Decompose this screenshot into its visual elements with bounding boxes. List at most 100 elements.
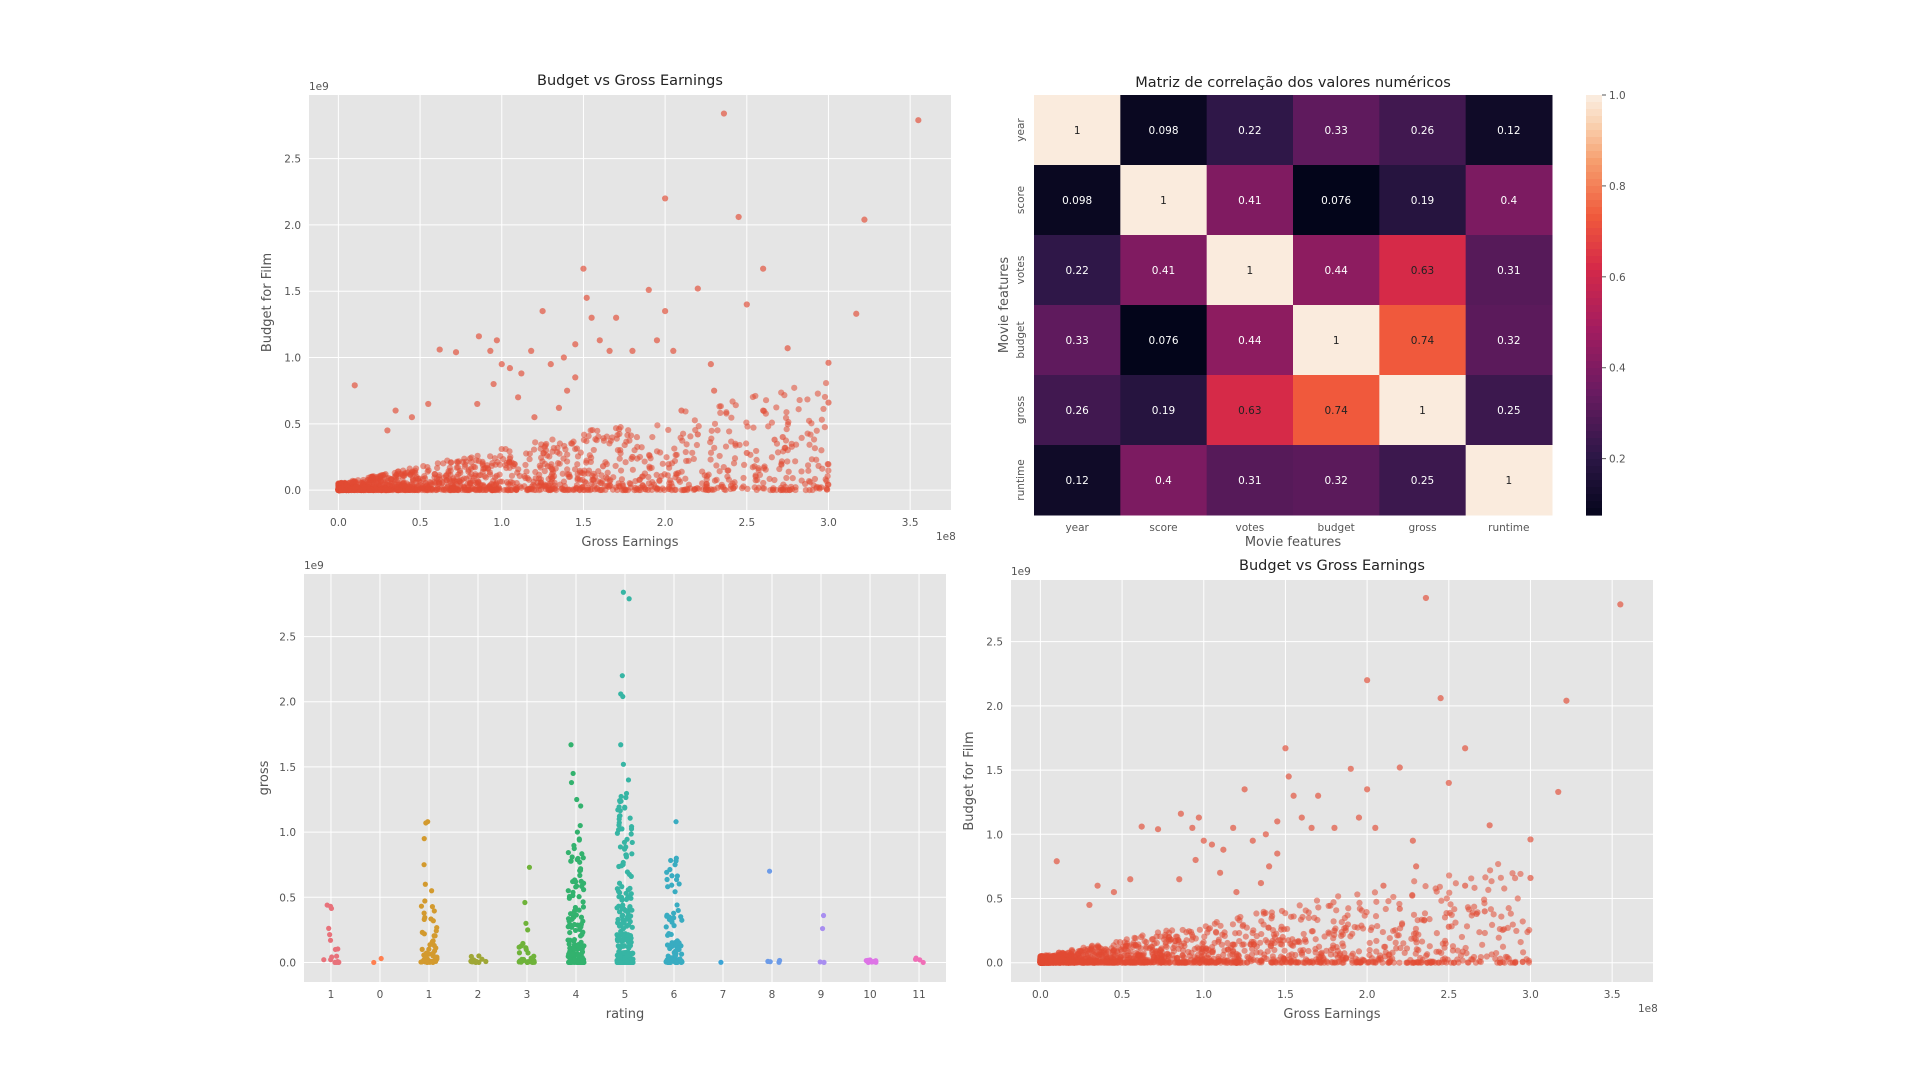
scatter-point [1413,863,1420,870]
y-axis-label: Budget for Film [260,253,275,352]
colorbar-segment [1586,158,1602,166]
colorbar-tick-label: 1.0 [1609,90,1626,102]
heatmap-cell [1293,305,1380,376]
scatter-point [1433,948,1440,955]
scatter-point [1059,950,1066,958]
scatter-point [545,486,553,494]
strip-point [580,899,586,905]
strip-point [622,804,628,810]
strip-point [614,886,620,892]
scatter-point [677,434,684,441]
scatter-point [349,478,356,486]
scatter-point [743,301,750,308]
strip-point [626,596,632,602]
scatter-point [1207,958,1214,965]
scatter-point [760,479,767,487]
y-tick-label: 0.5 [284,419,301,431]
scatter-point [1087,956,1094,964]
colorbar-segment [1586,501,1602,509]
strip-point [674,873,680,879]
scatter-point [1449,947,1457,954]
scatter-point [1409,837,1416,844]
scatter-point [654,422,661,429]
strip-point [326,925,332,931]
y-tick-label: 1.5 [986,765,1003,777]
scatter-point [1507,910,1514,917]
scatter-point [694,285,701,292]
scatter-point [725,476,733,483]
scatter-point [381,471,388,479]
strip-point [623,794,629,801]
scatter-point [1297,947,1304,954]
scatter-point [1104,958,1111,965]
scatter-point [784,345,791,352]
scatter-point [1077,954,1084,961]
scatter-point [730,485,737,492]
heatmap-cell-label: 0.12 [1065,475,1088,487]
strip-point [668,857,674,864]
scatter-point [1161,936,1168,943]
strip-point [332,946,338,953]
scatter-point [370,473,377,480]
strip-point [620,589,626,595]
colorbar-segment [1586,284,1602,292]
scatter-point [1315,904,1322,911]
scatter-point [436,346,443,353]
scatter-point [490,481,498,488]
scatter-points [335,110,922,494]
colorbar-tick-label: 0.8 [1609,181,1626,193]
scatter-point [408,414,416,421]
scatter-point [740,483,747,490]
strip-point [621,846,628,852]
colorbar-segment [1586,368,1602,376]
strip-point [912,956,919,962]
scatter-point [822,379,830,387]
heatmap-cell-label: 0.26 [1065,405,1089,417]
scatter-point [1617,601,1624,608]
strip-point [523,946,529,953]
scatter-point [1355,948,1363,955]
scatter-point [708,435,715,442]
scatter-point [755,467,762,474]
scatter-point [1298,814,1305,821]
colorbar-segment [1586,466,1602,474]
scatter-point [649,433,656,441]
scatter-point [1196,926,1203,933]
x-tick-label: votes [1235,522,1264,534]
scatter-point [1143,958,1150,965]
strip-point [675,907,681,914]
heatmap-cell [1120,305,1208,376]
scatter-point [711,387,718,394]
scatter-point [1372,913,1380,920]
scatter-point [1432,885,1439,892]
colorbar-segment [1586,459,1602,467]
scatter-point [821,393,829,401]
scatter-point [472,471,479,478]
scatter-point [432,486,439,494]
scatter-point [1124,942,1131,949]
scatter-point [728,414,735,421]
colorbar-segment [1586,340,1602,348]
strip-point [625,932,631,938]
x-tick-label: 0.0 [330,517,347,529]
scatter-point [1119,959,1126,966]
scatter-point [779,448,787,455]
scatter-point [1315,943,1323,950]
colorbar-tick-label: 0.4 [1609,363,1626,375]
scatter-point [1270,956,1277,963]
scatter-point [1422,883,1429,890]
scatter-point [653,486,661,493]
scatter-point [796,396,803,404]
scatter-point [589,476,596,484]
scatter-point [811,445,819,452]
scatter-point [661,471,668,478]
scatter-point [741,461,748,469]
scatter-point [675,469,682,477]
heatmap-cell-label: 0.31 [1238,475,1261,487]
heatmap-cell [1293,445,1380,516]
scatter-point [588,314,595,321]
scatter-point [683,457,690,465]
scatter-point [1248,958,1255,965]
scatter-point [1110,959,1118,966]
scatter-point [1192,856,1199,864]
